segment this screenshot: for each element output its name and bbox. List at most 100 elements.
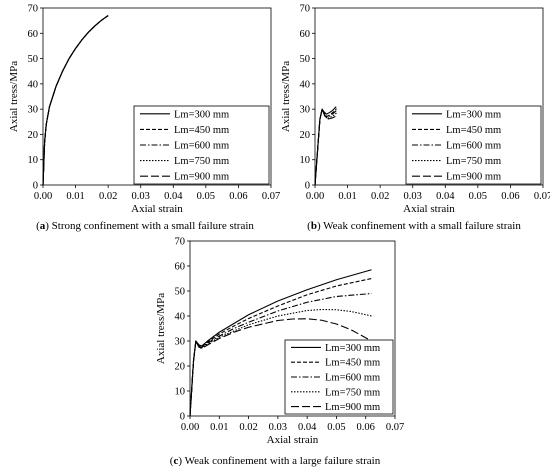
x-tick-label: 0.01 <box>66 191 84 202</box>
chart-panel-c: 0.00 0.01 0.02 0.03 0.04 0.05 0.06 0.07 0 10 20 30 4… <box>155 237 404 468</box>
legend-label: Lm=900 mm <box>446 172 501 183</box>
legend-label: Lm=750 mm <box>446 156 501 167</box>
y-tick-label: 40 <box>300 79 311 90</box>
series-line-lm-750-mm <box>42 15 109 186</box>
legend-label: Lm=750 mm <box>174 156 229 167</box>
caption-text: Weak confinement with a small failure st… <box>323 220 521 232</box>
x-tick-label: 0.00 <box>181 422 199 433</box>
caption-letter: a <box>40 220 46 232</box>
y-tick-label: 40 <box>175 312 186 323</box>
caption-paren-close: ) <box>317 220 323 232</box>
series-line-lm-900-mm <box>314 108 337 186</box>
caption-paren-close: ) <box>45 220 51 232</box>
y-tick-label: 60 <box>28 29 39 40</box>
caption-paren-close: ) <box>178 455 184 467</box>
y-tick-label: 0 <box>180 412 185 423</box>
x-tick-label: 0.01 <box>210 422 228 433</box>
legend-label: Lm=900 mm <box>174 172 229 183</box>
legend-label: Lm=900 mm <box>325 402 380 413</box>
x-tick-label: 0.03 <box>404 191 422 202</box>
x-tick-label: 0.03 <box>132 191 150 202</box>
caption-letter: b <box>311 220 317 232</box>
legend-label: Lm=450 mm <box>446 125 501 136</box>
caption-text: Strong confinement with a small failure … <box>52 220 255 232</box>
caption-text: Weak confinement with a large failure st… <box>185 455 381 467</box>
series-line-lm-600-mm <box>189 292 372 417</box>
plot-frame <box>314 7 544 186</box>
y-tick-label: 40 <box>28 79 39 90</box>
y-tick-label: 30 <box>28 105 39 116</box>
y-tick-label: 60 <box>175 262 186 273</box>
legend-label: Lm=450 mm <box>325 358 380 369</box>
y-tick-label: 70 <box>28 4 39 15</box>
y-tick-label: 10 <box>300 155 311 166</box>
chart-panel-a: 0.00 0.01 0.02 0.03 0.04 0.05 0.06 0.07 0 10 20 30 4… <box>8 4 280 233</box>
plot-frame <box>42 7 272 186</box>
series-line-lm-750-mm <box>189 308 372 417</box>
x-tick-label: 0.02 <box>99 191 117 202</box>
x-tick-label: 0.06 <box>357 422 375 433</box>
x-tick-label: 0.06 <box>501 191 519 202</box>
y-tick-label: 20 <box>28 130 39 141</box>
y-tick-label: 70 <box>175 237 186 248</box>
x-tick-label: 0.05 <box>327 422 345 433</box>
x-tick-label: 0.01 <box>338 191 356 202</box>
x-tick-label: 0.00 <box>34 191 52 202</box>
y-tick-label: 50 <box>28 54 39 65</box>
y-tick-label: 0 <box>33 181 38 192</box>
x-tick-label: 0.04 <box>436 191 455 202</box>
x-tick-label: 0.06 <box>229 191 247 202</box>
legend: Lm=300 mm Lm=450 mm Lm=600 mm Lm=750 mm Lm=9… <box>133 105 270 185</box>
series-line-lm-750-mm <box>314 108 337 186</box>
x-tick-label: 0.03 <box>269 422 287 433</box>
legend-label: Lm=600 mm <box>174 141 229 152</box>
panel-caption: (c) Weak confinement with a large failur… <box>170 455 381 467</box>
x-axis-title: Axial strain <box>403 203 455 215</box>
legend-label: Lm=600 mm <box>325 373 380 384</box>
y-axis-title: Axial tress/MPa <box>8 61 20 132</box>
x-tick-label: 0.07 <box>534 191 550 202</box>
y-axis-title: Axial tress/MPa <box>155 293 167 364</box>
series-line-lm-900-mm <box>189 318 372 417</box>
x-axis-title: Axial strain <box>131 203 183 215</box>
caption-letter: c <box>173 455 178 467</box>
y-axis-title: Axial tress/MPa <box>280 61 292 132</box>
y-tick-label: 0 <box>305 181 310 192</box>
x-tick-label: 0.02 <box>239 422 257 433</box>
y-tick-label: 10 <box>28 155 39 166</box>
legend: Lm=300 mm Lm=450 mm Lm=600 mm Lm=750 mm Lm=9… <box>405 105 542 185</box>
y-tick-label: 50 <box>175 287 186 298</box>
legend: Lm=300 mm Lm=450 mm Lm=600 mm Lm=750 mm Lm=9… <box>284 339 394 415</box>
panel-caption: (b) Weak confinement with a small failur… <box>307 220 521 232</box>
legend-label: Lm=300 mm <box>446 109 501 120</box>
legend-label: Lm=600 mm <box>446 141 501 152</box>
series-line-lm-600-mm <box>42 15 109 186</box>
chart-panel-b: 0.00 0.01 0.02 0.03 0.04 0.05 0.06 0.07 0 10 20 30 4… <box>280 4 550 233</box>
y-tick-label: 50 <box>300 54 311 65</box>
plot-frame <box>189 240 396 417</box>
caption-paren-open: ( <box>307 220 311 232</box>
legend-label: Lm=450 mm <box>174 125 229 136</box>
x-tick-label: 0.02 <box>371 191 389 202</box>
x-axis-title: Axial strain <box>267 434 319 446</box>
x-tick-label: 0.05 <box>469 191 487 202</box>
y-tick-label: 70 <box>300 4 311 15</box>
y-tick-label: 30 <box>300 105 311 116</box>
series-line-lm-900-mm <box>42 15 109 186</box>
legend-label: Lm=300 mm <box>325 343 380 354</box>
x-tick-label: 0.07 <box>386 422 404 433</box>
series-line-lm-300-mm <box>42 15 109 186</box>
y-tick-label: 60 <box>300 29 311 40</box>
x-tick-label: 0.05 <box>197 191 215 202</box>
x-tick-label: 0.04 <box>164 191 183 202</box>
legend-label: Lm=300 mm <box>174 109 229 120</box>
y-tick-label: 20 <box>175 362 186 373</box>
x-tick-label: 0.07 <box>262 191 280 202</box>
series-line-lm-450-mm <box>42 15 109 186</box>
x-tick-label: 0.00 <box>306 191 324 202</box>
caption-paren-open: ( <box>36 220 40 232</box>
y-tick-label: 30 <box>175 337 186 348</box>
legend-label: Lm=750 mm <box>325 387 380 398</box>
panel-caption: (a) Strong confinement with a small fail… <box>36 220 254 232</box>
